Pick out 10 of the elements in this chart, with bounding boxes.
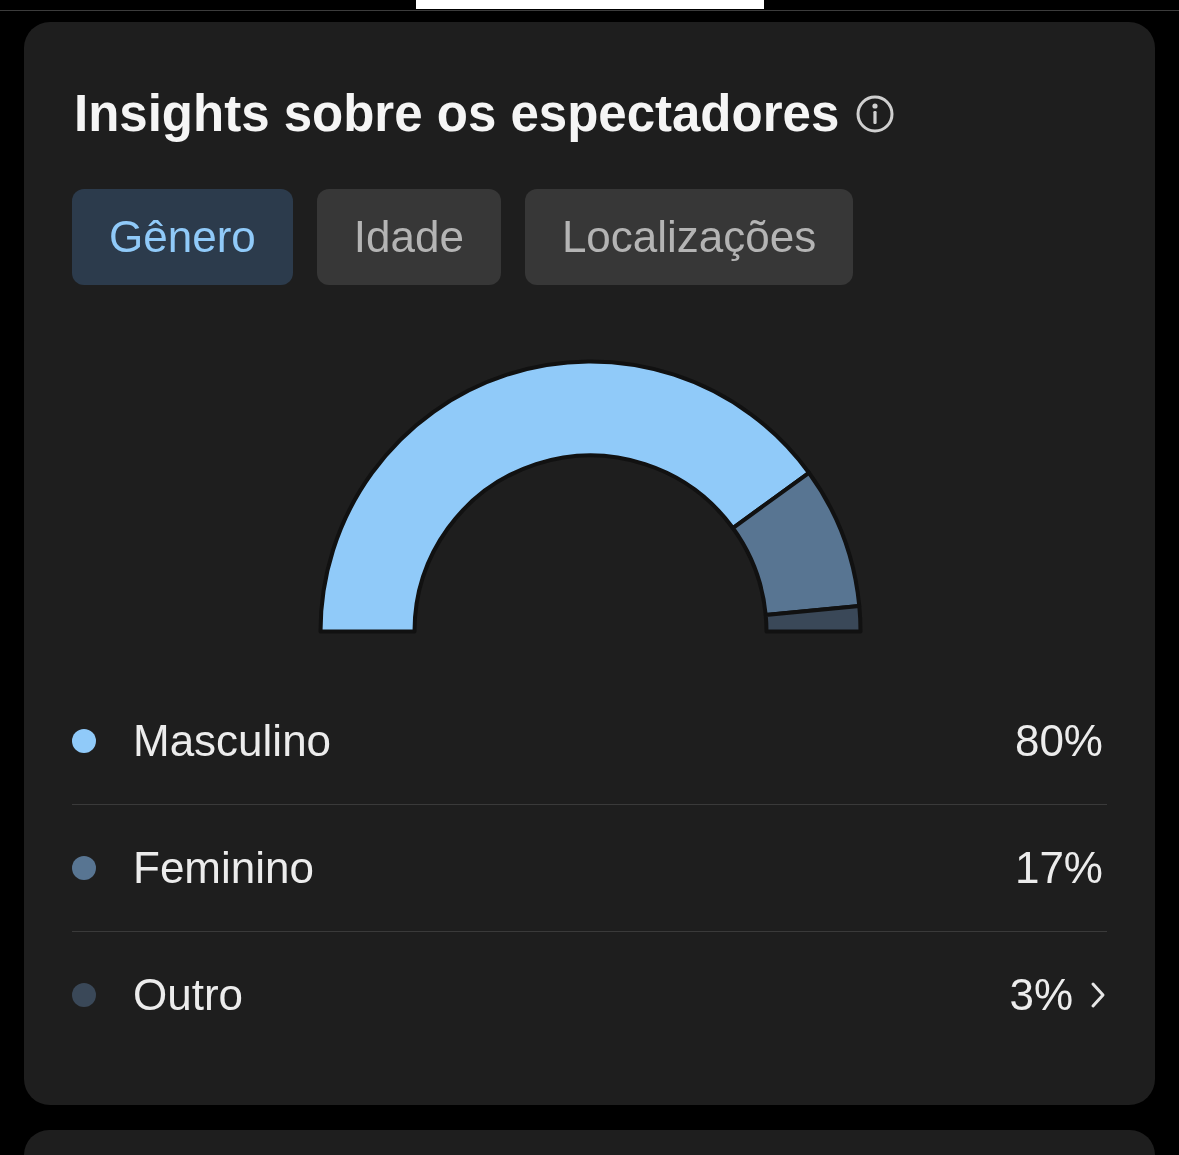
chart-title: Insights sobre os espectadores bbox=[74, 83, 840, 144]
tab-selected: Gênero bbox=[72, 189, 293, 285]
legend-label: Outro bbox=[133, 969, 244, 1021]
legend-label: Feminino bbox=[133, 842, 314, 894]
data-label: 3% bbox=[1009, 969, 1073, 1021]
data-label: 80% bbox=[1014, 715, 1103, 767]
tab: Idade bbox=[316, 189, 501, 285]
tab: Localizações bbox=[524, 189, 854, 285]
data-label: 17% bbox=[1014, 842, 1103, 894]
legend-label: Masculino bbox=[133, 715, 332, 767]
